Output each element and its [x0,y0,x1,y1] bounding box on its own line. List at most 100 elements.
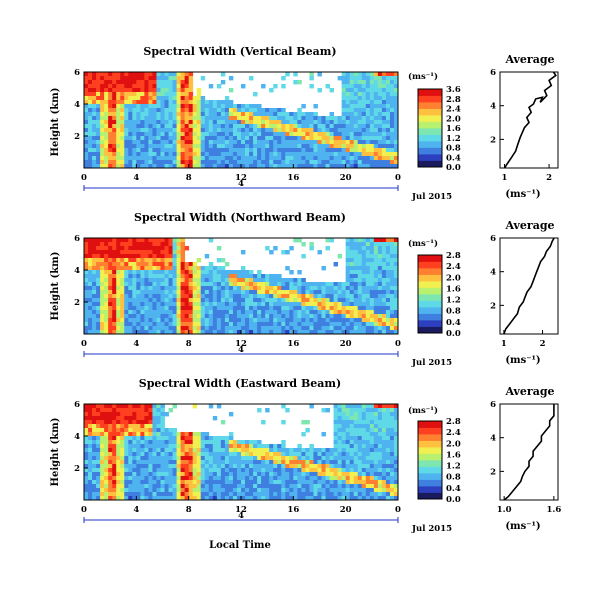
colorbar-tick-label: 1.2 [446,296,461,306]
colorbar-swatch [418,486,442,493]
y-tick-label: 6 [74,68,80,78]
x-tick-label: 16 [287,339,299,349]
colorbar-tick-label: 2.0 [446,114,461,124]
colorbar-swatch [418,134,442,142]
colorbar-swatch [418,492,442,500]
colorbar-swatch [418,440,442,448]
x-tick-label: 0 [81,505,87,515]
colorbar-tick-label: 2.4 [446,105,461,115]
x-tick-label: 20 [340,173,352,183]
colorbar-tick-label: 0.0 [446,495,461,505]
y-tick-label: 6 [74,234,80,244]
colorbar-swatch [418,121,442,129]
x-tick-label: 4 [133,173,139,183]
colorbar-swatch [418,307,442,314]
average-xlabel-1: (ms⁻¹) [505,189,540,200]
day-marker: 4 [238,345,244,355]
colorbar-tick-label: 2.8 [446,95,461,105]
colorbar-tick-label: 1.6 [446,450,461,460]
average-xlabel-2: (ms⁻¹) [505,355,540,366]
colorbar-swatch [418,287,442,295]
x-tick-label: 0 [81,173,87,183]
average-title-1: Average [504,53,554,66]
average-title-3: Average [504,385,554,398]
heatmap-title-2: Spectral Width (Northward Beam) [134,211,346,224]
colorbar-swatch [418,154,442,161]
colorbar-swatch [418,326,442,334]
heatmap-1: 0 4 8 12 16 20 0 6 4 2 [74,68,401,183]
colorbar-tick-label: 0.8 [446,144,461,154]
colorbar-frame [417,88,443,168]
timeline-3: 4 [83,511,399,523]
colorbar-swatch [418,313,442,321]
heatmap-3: 0 4 8 12 16 20 0 6 4 2 [74,400,401,515]
colorbar-swatch [418,460,442,467]
colorbar-tick-label: 0.8 [446,307,461,317]
colorbar-swatch [418,128,442,135]
average-plot-2: 6 4 2 1 2 [490,234,559,349]
colorbar-tick-label: 0.8 [446,473,461,483]
day-marker: 4 [238,511,244,521]
unit-label-3: (ms⁻¹) [408,405,438,416]
colorbar-swatch [418,268,442,275]
heatmap-title-3: Spectral Width (Eastward Beam) [139,377,341,390]
time-axis-label: Local Time [209,540,271,551]
x-tick-label: 4 [133,339,139,349]
colorbar-swatch [418,427,442,435]
colorbar-swatch [418,479,442,487]
colorbar-swatch [418,115,442,122]
average-y-tick-label: 2 [490,135,496,145]
average-x-tick-label: 1.6 [546,505,561,515]
x-tick-label: 12 [235,173,247,183]
colorbar-swatch [418,473,442,480]
average-y-tick-label: 6 [490,400,496,410]
average-y-tick-label: 4 [490,434,496,444]
average-frame [499,71,559,169]
colorbar-swatch [418,281,442,288]
colorbar-tick-label: 0.0 [446,329,461,339]
colorbar-1: 0.00.40.81.21.62.02.42.83.6 [417,85,461,173]
colorbar-frame [417,254,443,334]
x-tick-label: 8 [186,339,192,349]
x-tick-label: 20 [340,505,352,515]
y-tick-label: 4 [74,432,80,442]
colorbar-tick-label: 0.4 [446,318,461,328]
ylabel-1: Height (km) [50,88,61,157]
colorbar-tick-label: 2.8 [446,251,461,261]
y-tick-label: 4 [74,100,80,110]
colorbar-tick-label: 0.4 [446,484,461,494]
average-xlabel-3: (ms⁻¹) [505,521,540,532]
colorbar-tick-label: 2.0 [446,439,461,449]
colorbar-swatch [418,320,442,327]
day-marker: 4 [238,179,244,189]
x-tick-label: 0 [395,505,401,515]
unit-label-1: (ms⁻¹) [408,71,438,82]
timeline-1: 4 [83,179,399,191]
x-tick-label: 20 [340,339,352,349]
x-tick-label: 0 [81,339,87,349]
x-tick-label: 12 [235,505,247,515]
date-label-1: Jul 2015 [411,192,452,202]
colorbar-swatch [418,453,442,461]
colorbar-tick-label: 1.6 [446,284,461,294]
colorbar-swatch [418,102,442,109]
average-y-tick-label: 2 [490,467,496,477]
colorbar-swatch [418,147,442,155]
colorbar-swatch [418,300,442,308]
y-tick-label: 4 [74,266,80,276]
x-tick-label: 8 [186,173,192,183]
colorbar-2: 0.00.40.81.2 1.62.02.42.8 [417,251,461,339]
heatmap-title-1: Spectral Width (Vertical Beam) [143,45,336,58]
average-y-tick-label: 4 [490,268,496,278]
colorbar-swatch [418,95,442,103]
x-tick-label: 16 [287,505,299,515]
colorbar-tick-label: 1.6 [446,124,461,134]
average-x-tick-label: 1 [502,173,508,183]
ylabel-2: Height (km) [50,252,61,321]
average-x-tick-label: 1.0 [497,505,512,515]
average-y-tick-label: 2 [490,301,496,311]
date-label-3: Jul 2015 [411,524,452,534]
date-label-2: Jul 2015 [411,358,452,368]
colorbar-swatch [418,141,442,148]
